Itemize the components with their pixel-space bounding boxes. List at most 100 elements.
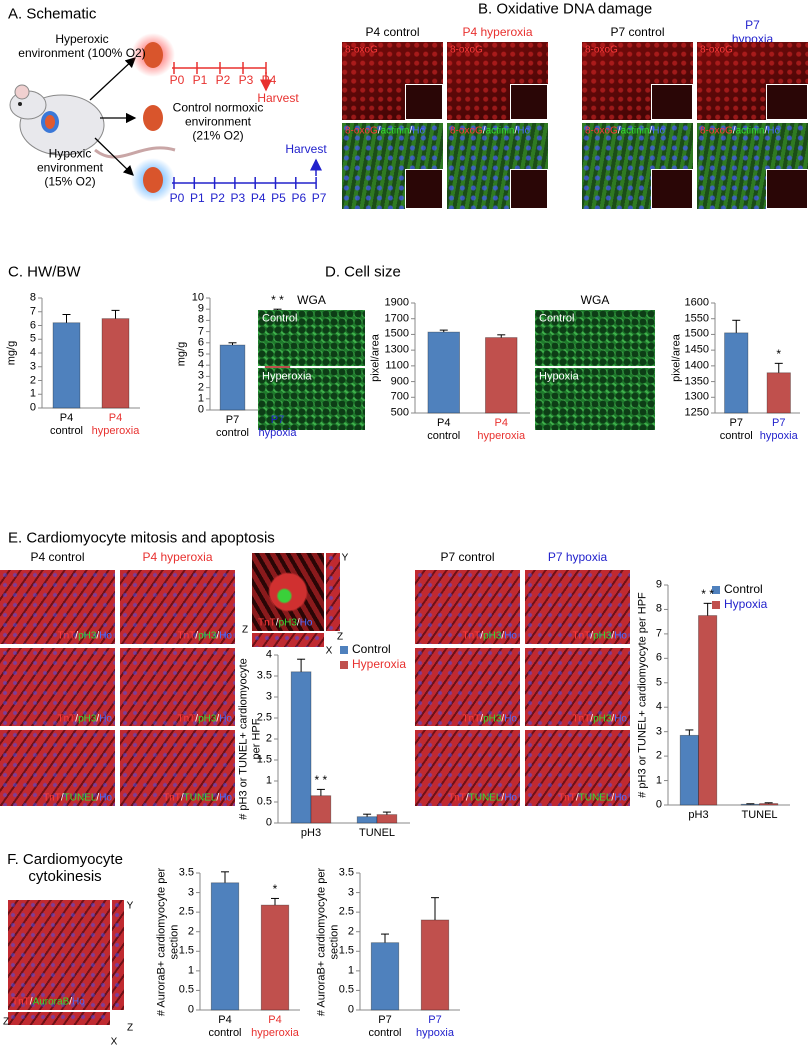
- stain-label: TnT/pH3/Ho: [178, 714, 233, 725]
- stain-label: 8-oxoG/actinin/Ho: [450, 126, 530, 137]
- y-tick-label: 1350: [684, 375, 709, 388]
- stain-part: /: [590, 713, 594, 725]
- stain-part: TUNEL: [468, 792, 502, 804]
- error-bar: [62, 314, 71, 323]
- axis-letter: Z: [241, 624, 249, 636]
- stain-part: 8-oxoG: [700, 44, 733, 56]
- y-tick-label: 2: [197, 381, 204, 394]
- error-bar: [703, 602, 712, 616]
- legend-label: Control: [352, 642, 391, 657]
- stain-part: Ho: [219, 630, 232, 642]
- micrograph-inset: [766, 83, 808, 120]
- y-tick-label: 1900: [384, 296, 409, 309]
- stain-part: pH3: [483, 713, 502, 725]
- stain-part: TnT: [462, 630, 481, 642]
- y-tick-label: 4: [265, 648, 272, 661]
- stain-part: /: [480, 630, 484, 642]
- y-tick-label: 0: [347, 1003, 354, 1016]
- day-label: P3: [238, 73, 254, 88]
- y-tick-label: 4: [197, 358, 204, 371]
- x-tick-label: P7 control: [368, 1014, 402, 1039]
- stain-part: Ho: [99, 713, 112, 725]
- y-tick-label: 3.5: [338, 866, 354, 879]
- pups: [131, 33, 175, 202]
- micrograph-inset: [404, 169, 443, 209]
- stain-part: /: [482, 125, 486, 137]
- stain-part: /: [764, 125, 768, 137]
- stain-part: TnT: [43, 792, 61, 804]
- stain-part: Ho: [517, 125, 531, 137]
- stain-part: pH3: [198, 630, 217, 642]
- y-tick-label: 2: [347, 925, 354, 938]
- stain-part: 8-oxoG: [585, 125, 618, 137]
- stain-part: Ho: [614, 713, 627, 725]
- stain-part: TUNEL: [578, 792, 612, 804]
- significance-label: * *: [314, 773, 328, 788]
- stain-part: /: [216, 630, 220, 642]
- day-label: P4: [261, 73, 277, 88]
- column-header: P4 control: [30, 550, 85, 565]
- stain-part: /: [409, 125, 413, 137]
- x-tick-label: TUNEL: [741, 809, 778, 821]
- x-tick-label: TUNEL: [358, 827, 396, 839]
- day-label: P1: [192, 73, 208, 88]
- stain-part: /: [29, 996, 33, 1008]
- y-tick-label: 4: [655, 700, 662, 713]
- y-tick-label: 2.5: [338, 905, 354, 918]
- significance-label: *: [776, 347, 782, 362]
- y-tick-label: 1600: [684, 296, 709, 309]
- y-tick-label: 7: [655, 627, 662, 640]
- stain-part: /: [617, 125, 621, 137]
- stain-part: Ho: [412, 125, 426, 137]
- x-tick-label: P4 control: [208, 1014, 242, 1039]
- stain-part: /: [575, 792, 579, 804]
- error-bar: [221, 871, 229, 883]
- y-tick-label: 3: [187, 886, 194, 899]
- stain-part: /: [69, 996, 73, 1008]
- stain-label: TnT/pH3/Ho: [573, 714, 628, 725]
- stain-part: Ho: [614, 792, 627, 804]
- micrograph: [697, 123, 808, 209]
- x-tick-label: P7 control: [719, 417, 753, 442]
- error-bar: [381, 933, 389, 943]
- micrograph: [258, 310, 365, 366]
- y-tick-label: 1: [187, 964, 194, 977]
- y-tick-label: 2.5: [178, 905, 194, 918]
- day-label: P3: [230, 191, 246, 206]
- x-tick-label: P7 hypoxia: [258, 414, 297, 439]
- y-tick-label: 6: [197, 336, 204, 349]
- y-tick-label: 1700: [384, 312, 409, 325]
- y-tick-label: 1: [655, 774, 662, 787]
- day-label: P4: [250, 191, 266, 206]
- stain-part: /: [611, 630, 615, 642]
- stain-label: TnT/TUNEL/Ho: [43, 793, 112, 804]
- y-axis-label: pixel/area: [670, 334, 683, 382]
- legend-swatch: [340, 646, 348, 654]
- y-tick-label: 1500: [684, 328, 709, 341]
- error-bar: [439, 329, 448, 333]
- y-tick-label: 0.5: [178, 984, 194, 997]
- stain-label: TnT/TUNEL/Ho: [558, 793, 627, 804]
- x-tick-label: P4 hyperoxia: [91, 412, 140, 437]
- y-axis-label: # AuroraB+ cardiomyocyte per section: [315, 867, 340, 1016]
- stain-part: /: [501, 792, 505, 804]
- stain-part: TnT: [177, 630, 196, 642]
- stain-part: /: [611, 792, 615, 804]
- significance-label: * *: [271, 293, 284, 308]
- error-bar: [363, 813, 372, 817]
- y-tick-label: 10: [191, 291, 204, 304]
- column-header: P7 control: [610, 25, 665, 40]
- image-label: Control: [262, 312, 298, 325]
- legend-label: Hypoxia: [724, 597, 768, 612]
- y-tick-label: 1: [265, 774, 272, 787]
- bar: [759, 803, 779, 806]
- stain-part: /: [296, 617, 300, 629]
- y-tick-label: 7: [29, 305, 36, 318]
- stain-part: pH3: [593, 713, 612, 725]
- micrograph: [525, 648, 630, 726]
- error-bar: [316, 788, 325, 796]
- stain-part: 8-oxoG: [585, 44, 618, 56]
- error-bar: [271, 897, 279, 906]
- micrograph-inset: [766, 169, 808, 209]
- x-tick-label: P4 control: [49, 412, 84, 437]
